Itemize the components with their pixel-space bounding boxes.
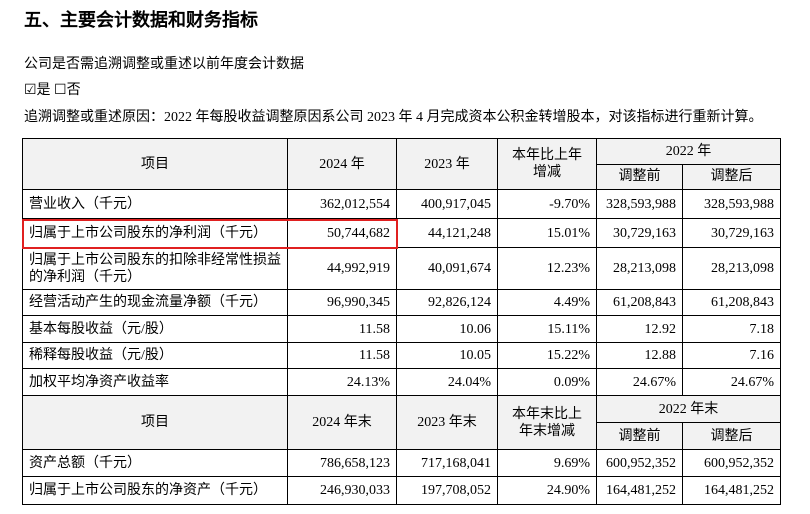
value-cell: 0.09% (497, 368, 597, 396)
value-cell: 30,729,163 (682, 218, 781, 248)
value-cell: 197,708,052 (396, 476, 498, 505)
value-cell: 11.58 (287, 315, 397, 343)
value-cell: 40,091,674 (396, 247, 498, 290)
data-row: 资产总额（千元） 786,658,123 717,168,041 9.69% 600,9… (22, 449, 781, 477)
value-cell: 24.04% (396, 368, 498, 396)
value-cell: 164,481,252 (682, 476, 781, 505)
value-cell: 12.88 (596, 342, 683, 369)
data-row: 归属于上市公司股东的净利润（千元） 50,744,682 44,121,248 15.… (22, 218, 781, 248)
value-cell: 11.58 (287, 342, 397, 369)
value-cell: 30,729,163 (596, 218, 683, 248)
value-cell: 4.49% (497, 289, 597, 316)
data-row: 稀释每股收益（元/股） 11.58 10.05 15.22% 12.88 7.16 (22, 342, 781, 369)
header-row: 项目 2024 年 2023 年本年比上年增减 2022 年 (22, 138, 781, 190)
item-cell: 经营活动产生的现金流量净额（千元） (22, 289, 288, 316)
header-cell: 2022 年 (596, 138, 781, 165)
item-cell: 归属于上市公司股东的扣除非经常性损益的净利润（千元） (22, 247, 288, 290)
data-row: 基本每股收益（元/股） 11.58 10.06 15.11% 12.92 7.18 (22, 315, 781, 343)
header-row: 调整前 调整后 (23, 163, 781, 190)
question: 公司是否需追溯调整或重述以前年度会计数据 (24, 57, 304, 72)
value-cell: 44,121,248 (396, 218, 498, 248)
value-cell: 28,213,098 (596, 247, 683, 290)
value-cell: 15.22% (497, 342, 597, 369)
item-cell: 归属于上市公司股东的净资产（千元） (22, 476, 288, 505)
value-cell: 7.18 (682, 315, 781, 343)
value-cell: 400,917,045 (396, 189, 498, 219)
value-cell: 96,990,345 (287, 289, 397, 316)
header-cell: 项目 (22, 395, 288, 450)
financial-table: 项目 2024 年 2023 年本年比上年增减 2022 年调整前 调整后 营业收入（千元… (22, 138, 781, 505)
value-cell: 50,744,682 (287, 218, 397, 248)
item-cell: 加权平均净资产收益率 (22, 368, 288, 396)
header-row: 项目 2024 年末 2023 年末 本年末比上年末增减 2022 年末 (22, 395, 781, 450)
value-cell: 246,930,033 (287, 476, 397, 505)
header-cell: 本年末比上年末增减 (497, 395, 597, 450)
value-cell: 24.13% (287, 368, 397, 396)
value-cell: 717,168,041 (396, 449, 498, 477)
data-row: 加权平均净资产收益率 24.13% 24.04% 0.09% 24.67% 24.67% (22, 368, 781, 396)
value-cell: -9.70% (497, 189, 597, 219)
header-cell: 2022 年末 (596, 395, 781, 423)
item-cell: 稀释每股收益（元/股） (22, 342, 288, 369)
header-cell: 调整后 (682, 422, 781, 450)
header-text: 本年比上年增减 (511, 148, 582, 180)
value-cell: 600,952,352 (596, 449, 683, 477)
reason: 追溯调整或重述原因：2022 年每股收益调整原因系公司 2023 年 4 月完成… (24, 110, 763, 125)
item-cell: 基本每股收益（元/股） (22, 315, 288, 343)
value-cell: 61,208,843 (682, 289, 781, 316)
value-cell: 328,593,988 (682, 189, 781, 219)
value-cell: 10.05 (396, 342, 498, 369)
value-cell: 44,992,919 (287, 247, 397, 290)
header-text: 本年末比上年末增减 (511, 406, 582, 439)
header-cell: 2024 年末 (287, 395, 397, 450)
value-cell: 12.92 (596, 315, 683, 343)
value-cell: 24.90% (497, 476, 597, 505)
value-cell: 9.69% (497, 449, 597, 477)
data-row: 归属于上市公司股东的扣除非经常性损益的净利润（千元） 44,992,919 40,0… (22, 247, 781, 290)
header-cell: 调整前 (596, 163, 683, 190)
section-title: 五、主要会计数据和财务指标 (24, 10, 258, 31)
value-cell: 15.01% (497, 218, 597, 248)
value-cell: 362,012,554 (287, 189, 397, 219)
value-cell: 28,213,098 (682, 247, 781, 290)
header-cell: 2023 年 (396, 138, 498, 190)
item-cell: 营业收入（千元） (22, 189, 288, 219)
header-cell: 项目 (22, 138, 288, 190)
value-cell: 328,593,988 (596, 189, 683, 219)
value-cell: 600,952,352 (682, 449, 781, 477)
value-cell: 10.06 (396, 315, 498, 343)
header-cell: 调整后 (682, 163, 781, 190)
value-cell: 92,826,124 (396, 289, 498, 316)
item-cell: 资产总额（千元） (22, 449, 288, 477)
value-cell: 7.16 (682, 342, 781, 369)
value-cell: 786,658,123 (287, 449, 397, 477)
value-cell: 61,208,843 (596, 289, 683, 316)
answer: ☑是 ☐否 (24, 83, 81, 98)
data-row: 经营活动产生的现金流量净额（千元） 96,990,345 92,826,124 4.4… (22, 289, 781, 316)
item-cell: 归属于上市公司股东的净利润（千元） (22, 218, 288, 248)
value-cell: 24.67% (596, 368, 683, 396)
value-cell: 15.11% (497, 315, 597, 343)
value-cell: 24.67% (682, 368, 781, 396)
value-cell: 12.23% (497, 247, 597, 290)
header-cell: 2024 年 (287, 138, 397, 190)
data-row: 归属于上市公司股东的净资产（千元） 246,930,033 197,708,052 2… (22, 476, 781, 505)
header-cell: 调整前 (596, 422, 683, 450)
value-cell: 164,481,252 (596, 476, 683, 505)
header-cell: 本年比上年增减 (497, 138, 597, 190)
data-row: 营业收入（千元） 362,012,554 400,917,045 -9.70% 328,… (22, 189, 781, 219)
header-cell: 2023 年末 (396, 395, 498, 450)
